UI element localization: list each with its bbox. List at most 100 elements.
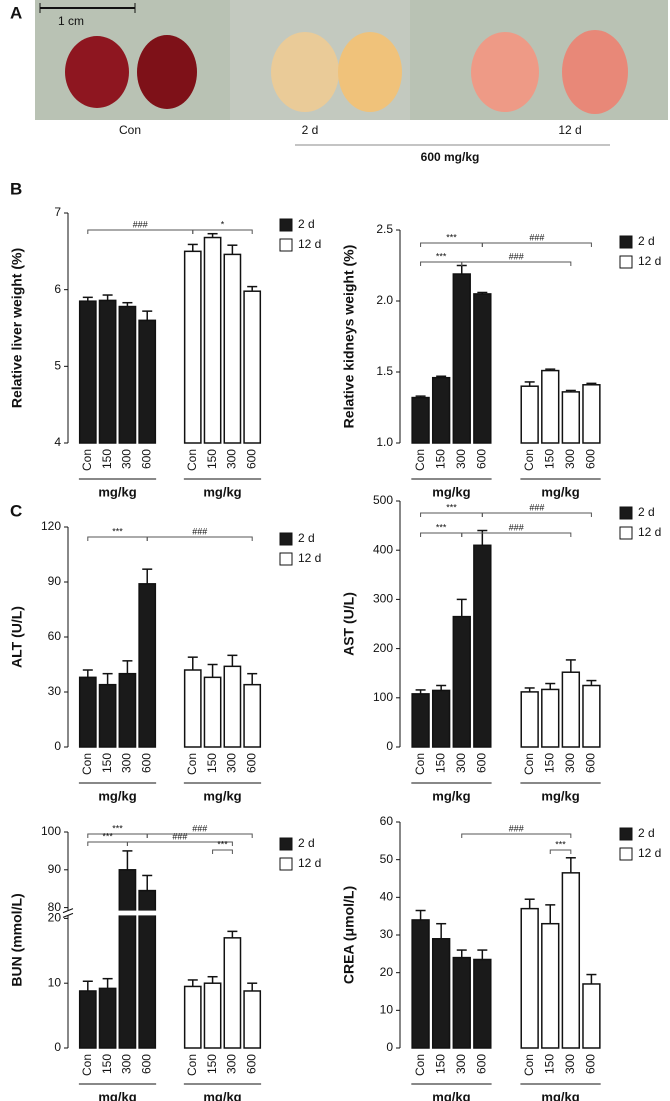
y-tick-label: 50 xyxy=(380,852,394,866)
x-tick-label: Con xyxy=(413,753,427,775)
group-label: mg/kg xyxy=(541,484,579,499)
bar xyxy=(78,300,97,444)
significance-label: * xyxy=(221,219,225,229)
x-tick-label: 600 xyxy=(139,1054,153,1074)
panel-label: B xyxy=(10,179,22,198)
bar xyxy=(118,672,137,748)
group-label: Con xyxy=(119,123,141,137)
bar xyxy=(520,691,539,748)
x-tick-label: 150 xyxy=(542,1054,556,1074)
x-tick-label: Con xyxy=(413,449,427,471)
bar xyxy=(203,982,222,1049)
significance-label: ### xyxy=(192,823,207,833)
group-label: mg/kg xyxy=(432,788,470,803)
y-tick-label: 1.5 xyxy=(376,364,393,378)
x-tick-label: 300 xyxy=(120,449,134,469)
legend-swatch xyxy=(619,255,633,269)
legend-label: 2 d xyxy=(638,505,655,519)
x-tick-label: 600 xyxy=(139,449,153,469)
y-tick-label: 10 xyxy=(380,1003,394,1017)
kidney xyxy=(65,36,129,108)
significance-bracket xyxy=(87,841,128,846)
x-tick-label: 600 xyxy=(244,1054,258,1074)
bar xyxy=(473,958,492,1049)
x-tick-label: 150 xyxy=(205,753,219,773)
x-tick-label: 300 xyxy=(454,449,468,469)
bar xyxy=(223,665,242,748)
legend-swatch xyxy=(279,857,293,871)
legend-label: 2 d xyxy=(298,217,315,231)
group-label: mg/kg xyxy=(203,484,241,499)
legend-swatch xyxy=(279,218,293,232)
legend-label: 2 d xyxy=(298,836,315,850)
bar xyxy=(473,293,492,444)
x-tick-label: Con xyxy=(522,449,536,471)
legend-swatch xyxy=(279,238,293,252)
legend-label: 12 d xyxy=(298,237,321,251)
bar xyxy=(561,671,581,748)
bar xyxy=(138,319,157,444)
significance-label: *** xyxy=(446,502,457,512)
significance-bracket xyxy=(420,261,463,266)
significance-bracket xyxy=(87,833,148,838)
y-tick-label: 500 xyxy=(373,493,393,507)
y-tick-label: 2.5 xyxy=(376,222,393,236)
bar xyxy=(183,669,202,748)
x-tick-label: 600 xyxy=(584,753,598,773)
significance-label: ### xyxy=(509,522,524,532)
significance-label: *** xyxy=(112,823,123,833)
group-label: mg/kg xyxy=(98,484,136,499)
x-tick-label: 300 xyxy=(225,753,239,773)
bar xyxy=(411,693,430,748)
x-tick-label: 600 xyxy=(244,753,258,773)
bar xyxy=(431,938,451,1049)
legend-swatch xyxy=(619,235,633,249)
group-label: 2 d xyxy=(302,123,319,137)
x-tick-label: 300 xyxy=(454,753,468,773)
significance-label: ### xyxy=(172,831,187,841)
y-tick-label: 4 xyxy=(54,435,61,449)
bar xyxy=(561,872,581,1049)
significance-label: *** xyxy=(436,522,447,532)
significance-label: *** xyxy=(102,831,113,841)
x-tick-label: Con xyxy=(413,1054,427,1076)
x-tick-label: 300 xyxy=(225,1054,239,1074)
group-label: mg/kg xyxy=(432,1089,470,1101)
group-label: mg/kg xyxy=(541,788,579,803)
x-tick-label: Con xyxy=(80,449,94,471)
axis-break-mark xyxy=(62,908,74,914)
group-label: mg/kg xyxy=(432,484,470,499)
x-tick-label: Con xyxy=(185,449,199,471)
y-tick-label: 0 xyxy=(54,1040,61,1054)
significance-label: ### xyxy=(133,219,148,229)
bar xyxy=(183,250,202,444)
significance-bracket xyxy=(549,849,572,854)
significance-bracket xyxy=(87,536,148,541)
bar xyxy=(541,922,560,1049)
bar xyxy=(452,956,471,1049)
panel-label: A xyxy=(10,3,22,22)
group-label: mg/kg xyxy=(203,788,241,803)
legend-label: 2 d xyxy=(638,234,655,248)
legend-label: 2 d xyxy=(298,531,315,545)
scale-bar-label: 1 cm xyxy=(58,14,84,28)
bar xyxy=(118,305,137,444)
bar xyxy=(138,583,157,748)
y-tick-label: 10 xyxy=(48,975,62,989)
bar xyxy=(541,369,560,444)
bar xyxy=(243,990,262,1049)
bar xyxy=(582,983,601,1049)
x-tick-label: 150 xyxy=(100,449,114,469)
x-tick-label: 300 xyxy=(563,1054,577,1074)
x-tick-label: Con xyxy=(80,753,94,775)
group-label: mg/kg xyxy=(98,1089,136,1101)
y-axis-label: Relative liver weight (%) xyxy=(9,248,25,408)
x-tick-label: Con xyxy=(185,1054,199,1076)
x-tick-label: 600 xyxy=(584,1054,598,1074)
x-tick-label: 150 xyxy=(205,449,219,469)
axis-break-mark xyxy=(62,912,74,918)
bar xyxy=(203,236,222,444)
x-tick-label: Con xyxy=(522,1054,536,1076)
x-tick-label: 150 xyxy=(433,1054,447,1074)
y-tick-label: 100 xyxy=(373,690,393,704)
